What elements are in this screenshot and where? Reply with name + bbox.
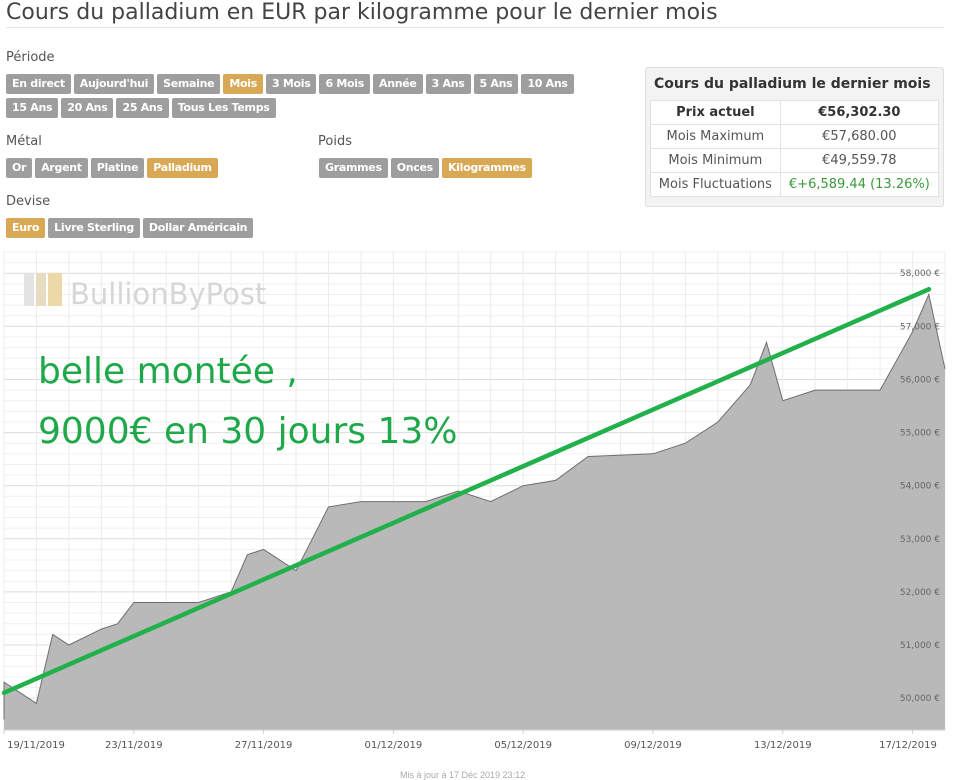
info-label-prix-actuel: Prix actuel [650, 100, 781, 125]
periode-button-3-ans[interactable]: 3 Ans [425, 74, 471, 94]
y-tick-label: 56,000 € [900, 375, 940, 385]
x-tick-label: 23/11/2019 [105, 740, 163, 751]
annotation-line-2: 9000€ en 30 jours 13% [38, 411, 458, 452]
price-area-line [3, 292, 946, 720]
annotation-line-1: belle montée , [38, 351, 298, 392]
devise-button-dollar-americain[interactable]: Dollar Américain [142, 218, 254, 238]
metal-row: Or Argent Platine Palladium [6, 158, 218, 178]
palladium-price-chart: BullionByPost 50,000 € 51,000 € 52,000 € 53… [1, 251, 946, 751]
periode-button-semaine[interactable]: Semaine [157, 74, 221, 94]
table-row: Mois Minimum €49,559.78 [650, 148, 940, 173]
metal-button-palladium[interactable]: Palladium [147, 158, 218, 178]
watermark-text: BullionByPost [70, 277, 266, 311]
watermark-logo-bar-1 [24, 273, 34, 306]
poids-button-grammes[interactable]: Grammes [319, 158, 388, 178]
info-label-mois-maximum: Mois Maximum [650, 124, 781, 149]
y-axis-labels: 50,000 € 51,000 € 52,000 € 53,000 € 54,000 €… [900, 269, 940, 704]
y-tick-label: 51,000 € [900, 641, 940, 651]
devise-row: Euro Livre Sterling Dollar Américain [6, 218, 254, 238]
periode-button-6-mois[interactable]: 6 Mois [319, 74, 370, 94]
watermark-logo-bar-2 [36, 273, 46, 306]
periode-button-tous-les-temps[interactable]: Tous Les Temps [171, 98, 276, 118]
x-axis-labels: 19/11/2019 23/11/2019 27/11/2019 01/12/2019… [3, 730, 937, 751]
periode-button-mois[interactable]: Mois [223, 74, 263, 94]
table-row: Prix actuel €56,302.30 [650, 100, 940, 125]
info-label-mois-minimum: Mois Minimum [650, 148, 781, 173]
watermark-logo-bar-3 [48, 273, 62, 306]
y-tick-label: 52,000 € [900, 588, 940, 598]
info-box-title: Cours du palladium le dernier mois [654, 76, 931, 92]
x-tick-label: 09/12/2019 [624, 740, 682, 751]
price-info-table: Prix actuel €56,302.30 Mois Maximum €57,… [650, 100, 940, 197]
periode-button-10-ans[interactable]: 10 Ans [521, 74, 574, 94]
title-divider [6, 27, 944, 28]
price-info-box: Cours du palladium le dernier mois Prix … [645, 67, 944, 207]
y-tick-label: 55,000 € [900, 429, 940, 439]
periode-row-1: En direct Aujourd'hui Semaine Mois 3 Moi… [6, 74, 574, 94]
poids-row: Grammes Onces Kilogrammes [319, 158, 532, 178]
info-value-mois-fluctuations: €+6,589.44 (13.26%) [779, 172, 940, 197]
poids-button-kilogrammes[interactable]: Kilogrammes [441, 158, 532, 178]
info-value-mois-maximum: €57,680.00 [779, 124, 940, 149]
periode-button-15-ans[interactable]: 15 Ans [6, 98, 59, 118]
periode-button-en-direct[interactable]: En direct [6, 74, 71, 94]
page-title: Cours du palladium en EUR par kilogramme… [6, 0, 718, 25]
periode-button-3-mois[interactable]: 3 Mois [265, 74, 317, 94]
info-label-mois-fluctuations: Mois Fluctuations [650, 172, 781, 197]
periode-button-5-ans[interactable]: 5 Ans [473, 74, 519, 94]
periode-button-aujourdhui[interactable]: Aujourd'hui [73, 74, 155, 94]
info-value-prix-actuel: €56,302.30 [779, 100, 940, 125]
y-tick-label: 54,000 € [900, 482, 940, 492]
x-tick-label: 01/12/2019 [365, 740, 423, 751]
y-tick-label: 57,000 € [900, 322, 940, 332]
metal-button-platine[interactable]: Platine [90, 158, 145, 178]
periode-button-20-ans[interactable]: 20 Ans [61, 98, 114, 118]
periode-label: Période [6, 50, 55, 65]
metal-label: Métal [6, 134, 42, 149]
devise-label: Devise [6, 194, 51, 209]
periode-button-25-ans[interactable]: 25 Ans [116, 98, 169, 118]
periode-button-annee[interactable]: Année [373, 74, 423, 94]
x-tick-label: 05/12/2019 [494, 740, 552, 751]
y-tick-label: 50,000 € [900, 694, 940, 704]
trend-line [1, 286, 932, 696]
x-tick-label: 19/11/2019 [7, 740, 65, 751]
x-tick-label: 13/12/2019 [754, 740, 812, 751]
metal-button-argent[interactable]: Argent [35, 158, 88, 178]
info-value-mois-minimum: €49,559.78 [779, 148, 940, 173]
table-row: Mois Maximum €57,680.00 [650, 124, 940, 149]
watermark-logo: BullionByPost [24, 273, 266, 311]
metal-button-or[interactable]: Or [6, 158, 33, 178]
poids-button-onces[interactable]: Onces [390, 158, 439, 178]
table-row: Mois Fluctuations €+6,589.44 (13.26%) [650, 172, 940, 197]
devise-button-euro[interactable]: Euro [6, 218, 46, 238]
poids-label: Poids [318, 134, 352, 149]
devise-button-livre-sterling[interactable]: Livre Sterling [48, 218, 140, 238]
y-tick-label: 58,000 € [900, 269, 940, 279]
footer-updated-text: Mis à jour à 17 Déc 2019 23:12 [400, 770, 526, 780]
price-area-fill [4, 294, 945, 730]
y-tick-label: 53,000 € [900, 535, 940, 545]
x-tick-label: 27/11/2019 [235, 740, 293, 751]
x-tick-label: 17/12/2019 [879, 740, 937, 751]
periode-row-2: 15 Ans 20 Ans 25 Ans Tous Les Temps [6, 98, 276, 118]
